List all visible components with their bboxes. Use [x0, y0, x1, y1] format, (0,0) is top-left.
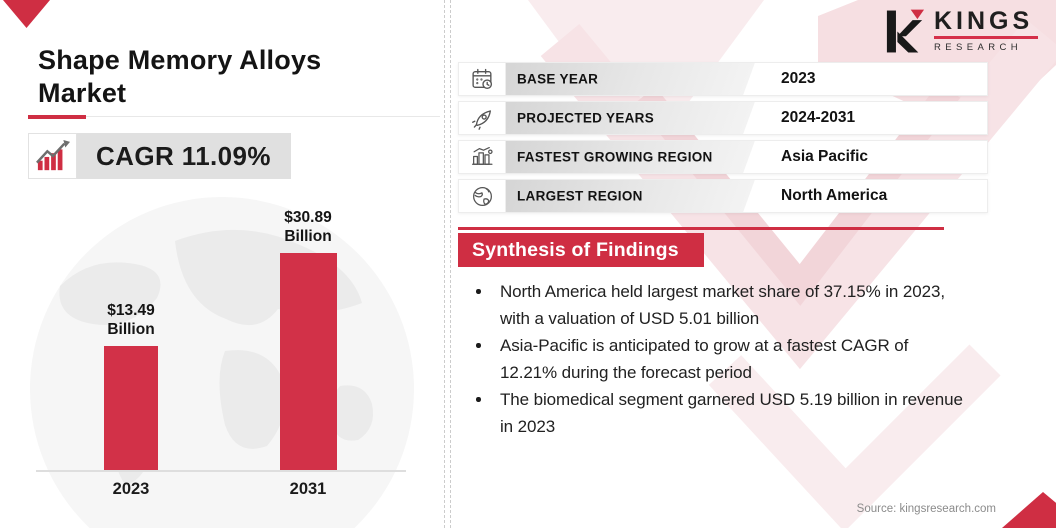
- logo-name: KINGS: [934, 7, 1034, 35]
- fact-label: LARGEST REGION: [517, 188, 643, 204]
- fact-label: BASE YEAR: [517, 71, 599, 87]
- bar-2023: [104, 346, 158, 472]
- fact-row-fastest-growing-region: FASTEST GROWING REGION Asia Pacific: [458, 140, 988, 174]
- calendar-icon: [459, 63, 506, 95]
- dashed-divider: [444, 0, 451, 528]
- logo-subname: RESEARCH: [934, 41, 1022, 53]
- fact-label: PROJECTED YEARS: [517, 110, 655, 126]
- x-axis: [36, 470, 406, 472]
- growing-region-icon: [459, 141, 506, 173]
- title-underline-red: [28, 115, 86, 119]
- fact-label: FASTEST GROWING REGION: [517, 149, 713, 165]
- synthesis-heading: Synthesis of Findings: [458, 233, 704, 267]
- rocket-icon: [459, 102, 506, 134]
- source-attribution: Source: kingsresearch.com: [856, 503, 996, 515]
- fact-value: Asia Pacific: [781, 148, 869, 165]
- cagr-badge-body: CAGR 11.09%: [77, 133, 291, 179]
- key-facts-table: BASE YEAR 2023 PROJECTED YEARS 2024-2031: [458, 62, 988, 218]
- corner-triangle-decoration: [3, 0, 50, 28]
- logo-text: KINGS RESEARCH: [934, 8, 1038, 53]
- fact-value: 2023: [781, 70, 816, 87]
- synthesis-bullet-list: North America held largest market share …: [466, 278, 966, 440]
- bar-2031: [280, 253, 337, 472]
- fact-row-projected-years: PROJECTED YEARS 2024-2031: [458, 101, 988, 135]
- x-tick-2031: 2031: [289, 480, 327, 498]
- page-title: Shape Memory Alloys Market: [38, 45, 322, 108]
- logo-underline: [934, 36, 1038, 39]
- bar-value-label-2023: $13.49 Billion: [107, 302, 155, 338]
- logo-k-icon: [886, 9, 925, 53]
- growth-chart-icon: [28, 133, 77, 179]
- cagr-value: CAGR 11.09%: [96, 140, 271, 171]
- x-tick-2023: 2023: [112, 480, 150, 498]
- fact-row-largest-region: LARGEST REGION North America: [458, 179, 988, 213]
- synthesis-top-rule: [458, 227, 944, 230]
- bullet-item: The biomedical segment garnered USD 5.19…: [466, 386, 966, 440]
- bullet-item: Asia-Pacific is anticipated to grow at a…: [466, 332, 966, 386]
- kings-research-logo: KINGS RESEARCH: [885, 8, 1038, 55]
- fact-value: North America: [781, 187, 888, 204]
- bullet-item: North America held largest market share …: [466, 278, 966, 332]
- globe-icon: [459, 180, 506, 212]
- title-underline-gray: [86, 116, 440, 117]
- cagr-badge: CAGR 11.09%: [28, 133, 291, 179]
- fact-row-base-year: BASE YEAR 2023: [458, 62, 988, 96]
- bar-value-label-2031: $30.89 Billion: [284, 209, 332, 245]
- fact-value: 2024-2031: [781, 109, 856, 126]
